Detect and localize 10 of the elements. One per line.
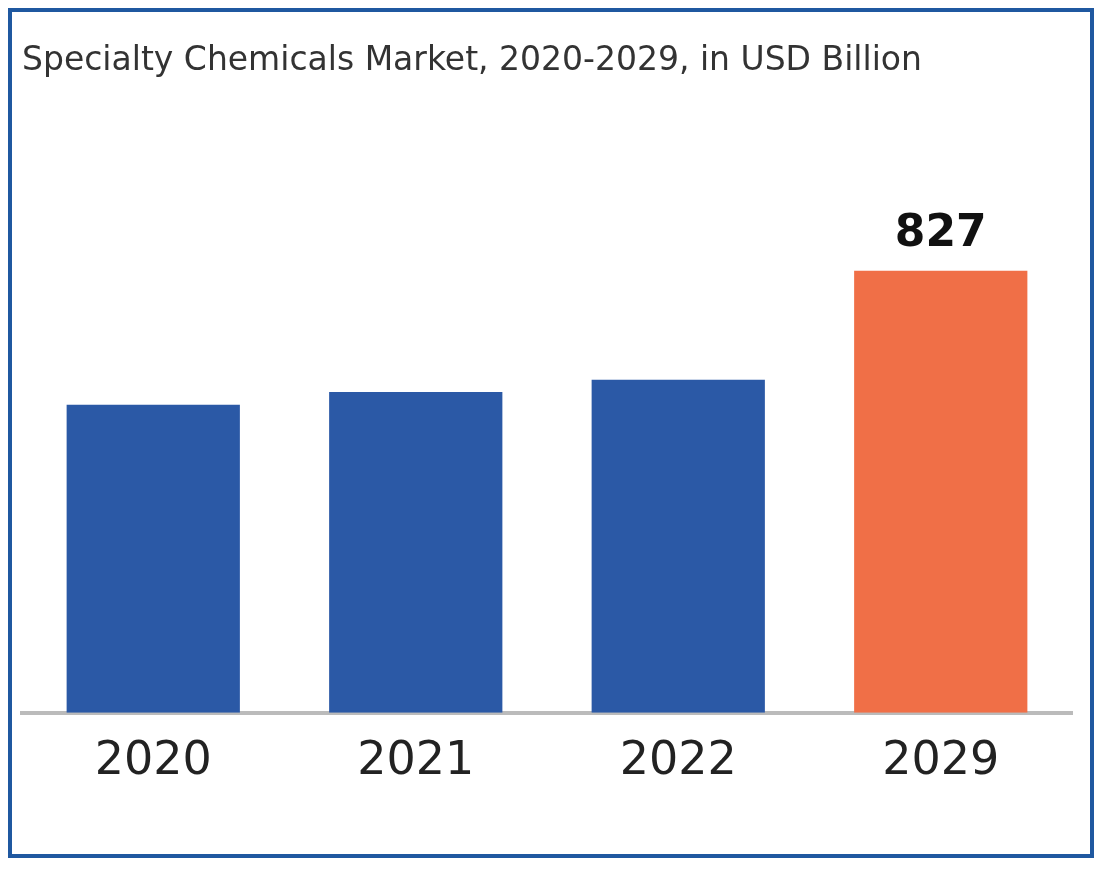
x-tick-label: 2022 (619, 731, 737, 786)
x-tick-label: 2029 (882, 731, 1000, 786)
data-label: 827 (894, 205, 987, 257)
chart-title: Specialty Chemicals Market, 2020-2029, in USD Billion (22, 39, 922, 79)
x-tick-label: 2020 (94, 731, 212, 786)
bar (591, 379, 765, 713)
bar (66, 404, 240, 713)
bar (854, 270, 1028, 713)
bar (329, 392, 503, 713)
x-tick-label: 2021 (357, 731, 475, 786)
